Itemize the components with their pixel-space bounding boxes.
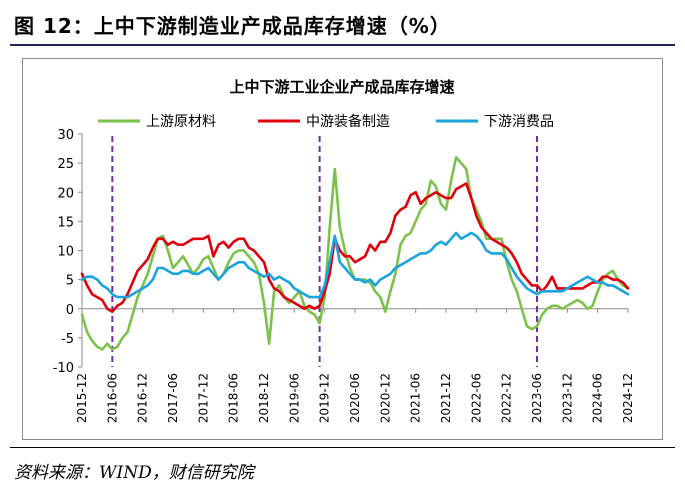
x-tick-label: 2023-12	[560, 373, 574, 423]
y-tick-label: 20	[57, 186, 74, 201]
figure-title: 图 12：上中下游制造业产成品库存增速（%）	[14, 14, 451, 38]
chart-title: 上中下游工业企业产成品库存增速	[229, 78, 454, 96]
series-line-2	[80, 182, 630, 313]
x-tick-label: 2017-06	[166, 373, 180, 423]
series-line-3	[80, 231, 630, 299]
x-tick-label: 2021-06	[409, 373, 423, 423]
y-tick-label: -5	[61, 332, 74, 347]
x-tick-label: 2021-12	[439, 373, 453, 423]
x-tick-label: 2016-06	[105, 373, 119, 423]
title-rule	[10, 44, 675, 46]
legend: 上游原材料 中游装备制造 下游消费品	[98, 113, 554, 130]
legend-label: 下游消费品	[484, 114, 554, 130]
chart-container: 上中下游工业企业产成品库存增速 上游原材料 中游装备制造 下游消费品 30 25 20 1…	[22, 58, 663, 440]
x-tick-label: 2016-12	[136, 373, 150, 423]
x-tick-label: 2020-06	[348, 373, 362, 423]
y-tick-label: 0	[66, 303, 74, 318]
x-tick-label: 2018-12	[257, 373, 271, 423]
x-tick-label: 2022-12	[500, 373, 514, 423]
legend-label: 中游装备制造	[306, 113, 390, 130]
x-tick-label: 2024-06	[591, 373, 605, 423]
y-tick-label: 10	[57, 245, 74, 260]
series-lines	[80, 156, 630, 351]
x-tick-label: 2019-12	[318, 373, 332, 423]
y-tick-label: -10	[53, 361, 74, 376]
x-tick-label: 2024-12	[621, 373, 635, 423]
inventory-growth-chart: 上中下游工业企业产成品库存增速 上游原材料 中游装备制造 下游消费品 3025201…	[22, 58, 663, 440]
source-note: 资料来源：WIND，财信研究院	[14, 463, 254, 483]
y-tick-label: 30	[57, 128, 74, 143]
x-tick-label: 2017-12	[196, 373, 210, 423]
x-tick-label: 2019-06	[287, 373, 301, 423]
x-tick-label: 2022-06	[469, 373, 483, 423]
y-tick-label: 15	[57, 215, 74, 230]
reference-lines	[111, 136, 538, 367]
y-tick-label: 5	[66, 274, 74, 289]
x-tick-label: 2023-06	[530, 373, 544, 423]
y-tick-label: 25	[57, 157, 74, 172]
x-tick-label: 2018-06	[227, 373, 241, 423]
x-tick-label: 2015-12	[75, 373, 89, 423]
legend-label: 上游原材料	[146, 114, 216, 130]
source-rule	[10, 447, 675, 448]
y-axis: 30 25 20 15 10 5 0 -5 -10	[53, 128, 83, 376]
x-tick-label: 2020-12	[378, 373, 392, 423]
